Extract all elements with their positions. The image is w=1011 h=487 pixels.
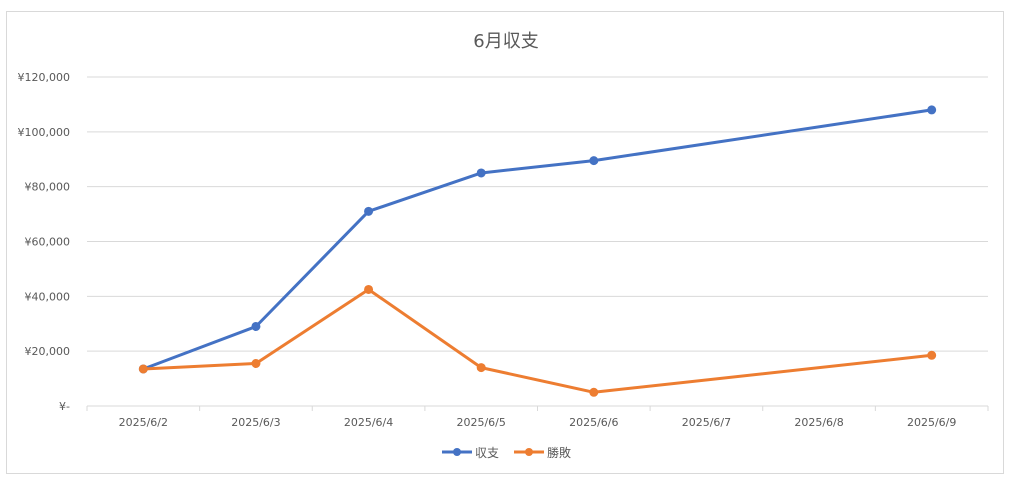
- series-line-2: [141, 287, 934, 394]
- y-tick-label: ¥60,000: [25, 236, 71, 249]
- chart-title: 6月収支: [473, 31, 538, 52]
- y-axis-ticks: ¥- ¥20,000 ¥40,000 ¥60,000 ¥80,000 ¥100,000 ¥1…: [18, 71, 71, 413]
- x-tick-label: 2025/6/5: [456, 416, 505, 429]
- y-tick-label: ¥40,000: [25, 290, 71, 303]
- data-point: [251, 321, 261, 331]
- y-tick-label: ¥-: [59, 400, 70, 413]
- x-axis: 2025/6/2 2025/6/3 2025/6/4 2025/6/5 2025/6/6…: [86, 405, 989, 429]
- data-point: [589, 387, 599, 397]
- series-line-1: [141, 108, 934, 371]
- y-tick-label: ¥20,000: [25, 345, 71, 358]
- data-point: [251, 359, 261, 369]
- series-layer: [138, 105, 937, 397]
- data-point: [476, 363, 486, 373]
- y-tick-label: ¥100,000: [18, 126, 71, 139]
- x-tick-label: 2025/6/7: [682, 416, 731, 429]
- data-point: [589, 156, 599, 166]
- data-point: [138, 364, 148, 374]
- x-tick-label: 2025/6/6: [569, 416, 618, 429]
- legend-label: 収支: [475, 446, 499, 460]
- data-point: [364, 206, 374, 216]
- legend: 収支 勝敗: [442, 445, 571, 460]
- y-tick-label: ¥120,000: [18, 71, 71, 84]
- y-tick-label: ¥80,000: [25, 181, 71, 194]
- data-point: [927, 105, 937, 115]
- x-tick-label: 2025/6/8: [794, 416, 843, 429]
- x-tick-label: 2025/6/9: [907, 416, 956, 429]
- data-point: [476, 168, 486, 178]
- data-point: [364, 284, 374, 294]
- legend-swatch-marker: [453, 448, 461, 456]
- gridlines: [87, 76, 988, 352]
- legend-swatch-marker: [525, 448, 533, 456]
- legend-label: 勝敗: [547, 445, 571, 460]
- chart-frame: [6, 11, 1004, 474]
- x-tick-label: 2025/6/2: [119, 416, 168, 429]
- x-tick-label: 2025/6/3: [231, 416, 280, 429]
- x-tick-label: 2025/6/4: [344, 416, 393, 429]
- data-point: [927, 350, 937, 360]
